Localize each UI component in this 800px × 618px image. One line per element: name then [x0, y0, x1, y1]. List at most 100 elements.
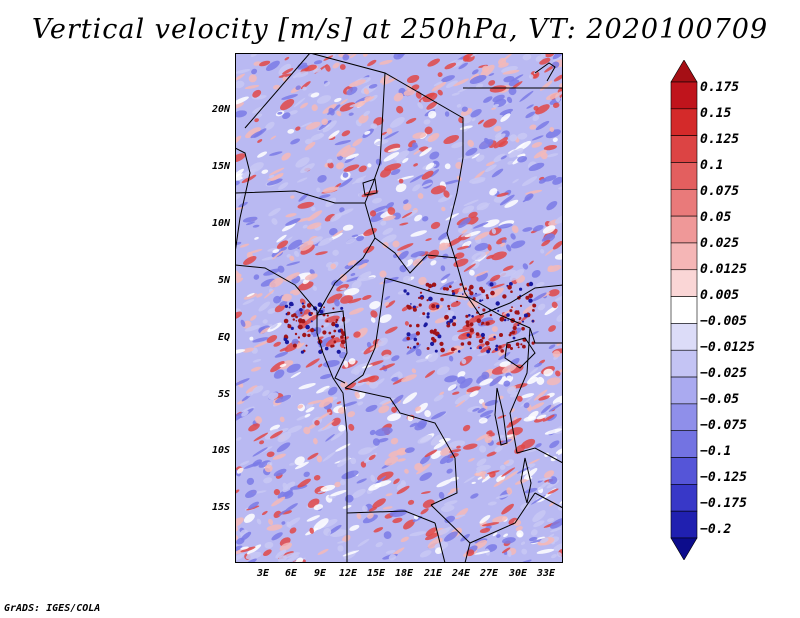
field-cell: [476, 154, 485, 162]
field-speckle: [416, 323, 420, 328]
field-speckle: [313, 329, 316, 332]
field-cell: [342, 54, 350, 61]
field-cell: [403, 199, 409, 204]
field-cell: [321, 518, 338, 528]
field-cell: [535, 281, 545, 287]
field-cell: [295, 157, 310, 168]
field-cell: [449, 449, 462, 453]
field-cell: [302, 224, 308, 229]
field-cell: [316, 95, 332, 104]
field-cell: [426, 101, 438, 110]
field-cell: [287, 239, 303, 251]
field-cell: [515, 526, 523, 531]
field-speckle: [464, 287, 467, 291]
field-cell: [456, 376, 466, 384]
field-speckle: [426, 312, 430, 316]
field-speckle: [306, 303, 312, 308]
field-cell: [351, 488, 366, 499]
field-cell: [383, 131, 399, 140]
field-cell: [328, 228, 338, 236]
field-cell: [508, 148, 524, 158]
field-cell: [458, 285, 468, 293]
field-cell: [477, 119, 485, 125]
field-cell: [235, 311, 243, 320]
field-cell: [414, 406, 421, 412]
field-speckle: [331, 321, 336, 327]
field-cell: [419, 147, 432, 157]
field-speckle: [284, 340, 290, 345]
field-cell: [358, 114, 369, 124]
field-cell: [339, 273, 348, 282]
field-speckle: [284, 304, 289, 308]
field-cell: [315, 251, 328, 256]
niger-chad-border: [364, 72, 386, 204]
field-cell: [425, 162, 435, 170]
field-speckle: [437, 334, 442, 339]
field-cell: [273, 84, 281, 90]
south-sudan-border: [479, 284, 563, 316]
field-speckle: [298, 324, 303, 330]
lat-label-15s: 15S: [211, 502, 230, 513]
field-cell: [471, 481, 476, 484]
field-speckle: [301, 319, 306, 324]
field-cell: [507, 386, 517, 395]
field-cell: [263, 477, 273, 484]
field-cell: [264, 121, 275, 131]
field-cell: [510, 240, 526, 249]
field-cell: [372, 197, 382, 204]
field-cell: [499, 464, 506, 470]
field-cell: [439, 455, 451, 465]
field-cell: [250, 315, 257, 321]
field-cell: [434, 317, 447, 324]
field-cell: [510, 233, 516, 240]
field-cell: [263, 549, 272, 557]
field-cell: [460, 230, 473, 237]
field-speckle: [466, 323, 470, 328]
field-cell: [492, 103, 500, 108]
field-cell: [498, 352, 511, 360]
field-cell: [552, 137, 558, 143]
field-cell: [539, 537, 549, 544]
field-cell: [390, 116, 405, 128]
field-cell: [277, 431, 292, 443]
tanzania-border: [516, 447, 563, 464]
field-cell: [431, 81, 447, 92]
field-cell: [402, 333, 419, 342]
field-cell: [456, 103, 462, 108]
field-speckle: [485, 294, 489, 297]
field-cell: [346, 86, 358, 96]
field-cell: [285, 213, 297, 218]
field-cell: [339, 64, 346, 70]
field-cell: [281, 94, 298, 100]
field-cell: [441, 206, 446, 212]
field-cell: [541, 239, 551, 247]
field-cell: [278, 63, 292, 76]
field-cell: [278, 509, 287, 516]
field-cell: [262, 389, 270, 397]
field-cell: [235, 193, 242, 202]
field-cell: [427, 58, 441, 67]
field-cell: [361, 364, 373, 369]
field-cell: [334, 140, 351, 146]
field-cell: [494, 445, 503, 453]
grads-credit: GrADS: IGES/COLA: [4, 603, 101, 614]
field-cell: [486, 254, 495, 260]
field-cell: [258, 460, 271, 468]
field-cell: [483, 96, 493, 103]
field-cell: [442, 253, 449, 259]
field-cell: [288, 110, 298, 115]
field-cell: [424, 410, 431, 418]
field-cell: [385, 493, 393, 497]
field-speckle: [528, 281, 534, 287]
field-cell: [474, 550, 491, 555]
field-cell: [318, 132, 324, 138]
field-cell: [357, 401, 364, 406]
field-cell: [313, 438, 318, 445]
colorbar-label: 0.125: [700, 132, 740, 147]
field-cell: [552, 394, 563, 405]
field-cell: [461, 106, 468, 112]
field-cell: [245, 385, 258, 394]
field-cell: [256, 518, 262, 525]
field-speckle: [502, 294, 507, 299]
field-speckle: [498, 345, 502, 349]
